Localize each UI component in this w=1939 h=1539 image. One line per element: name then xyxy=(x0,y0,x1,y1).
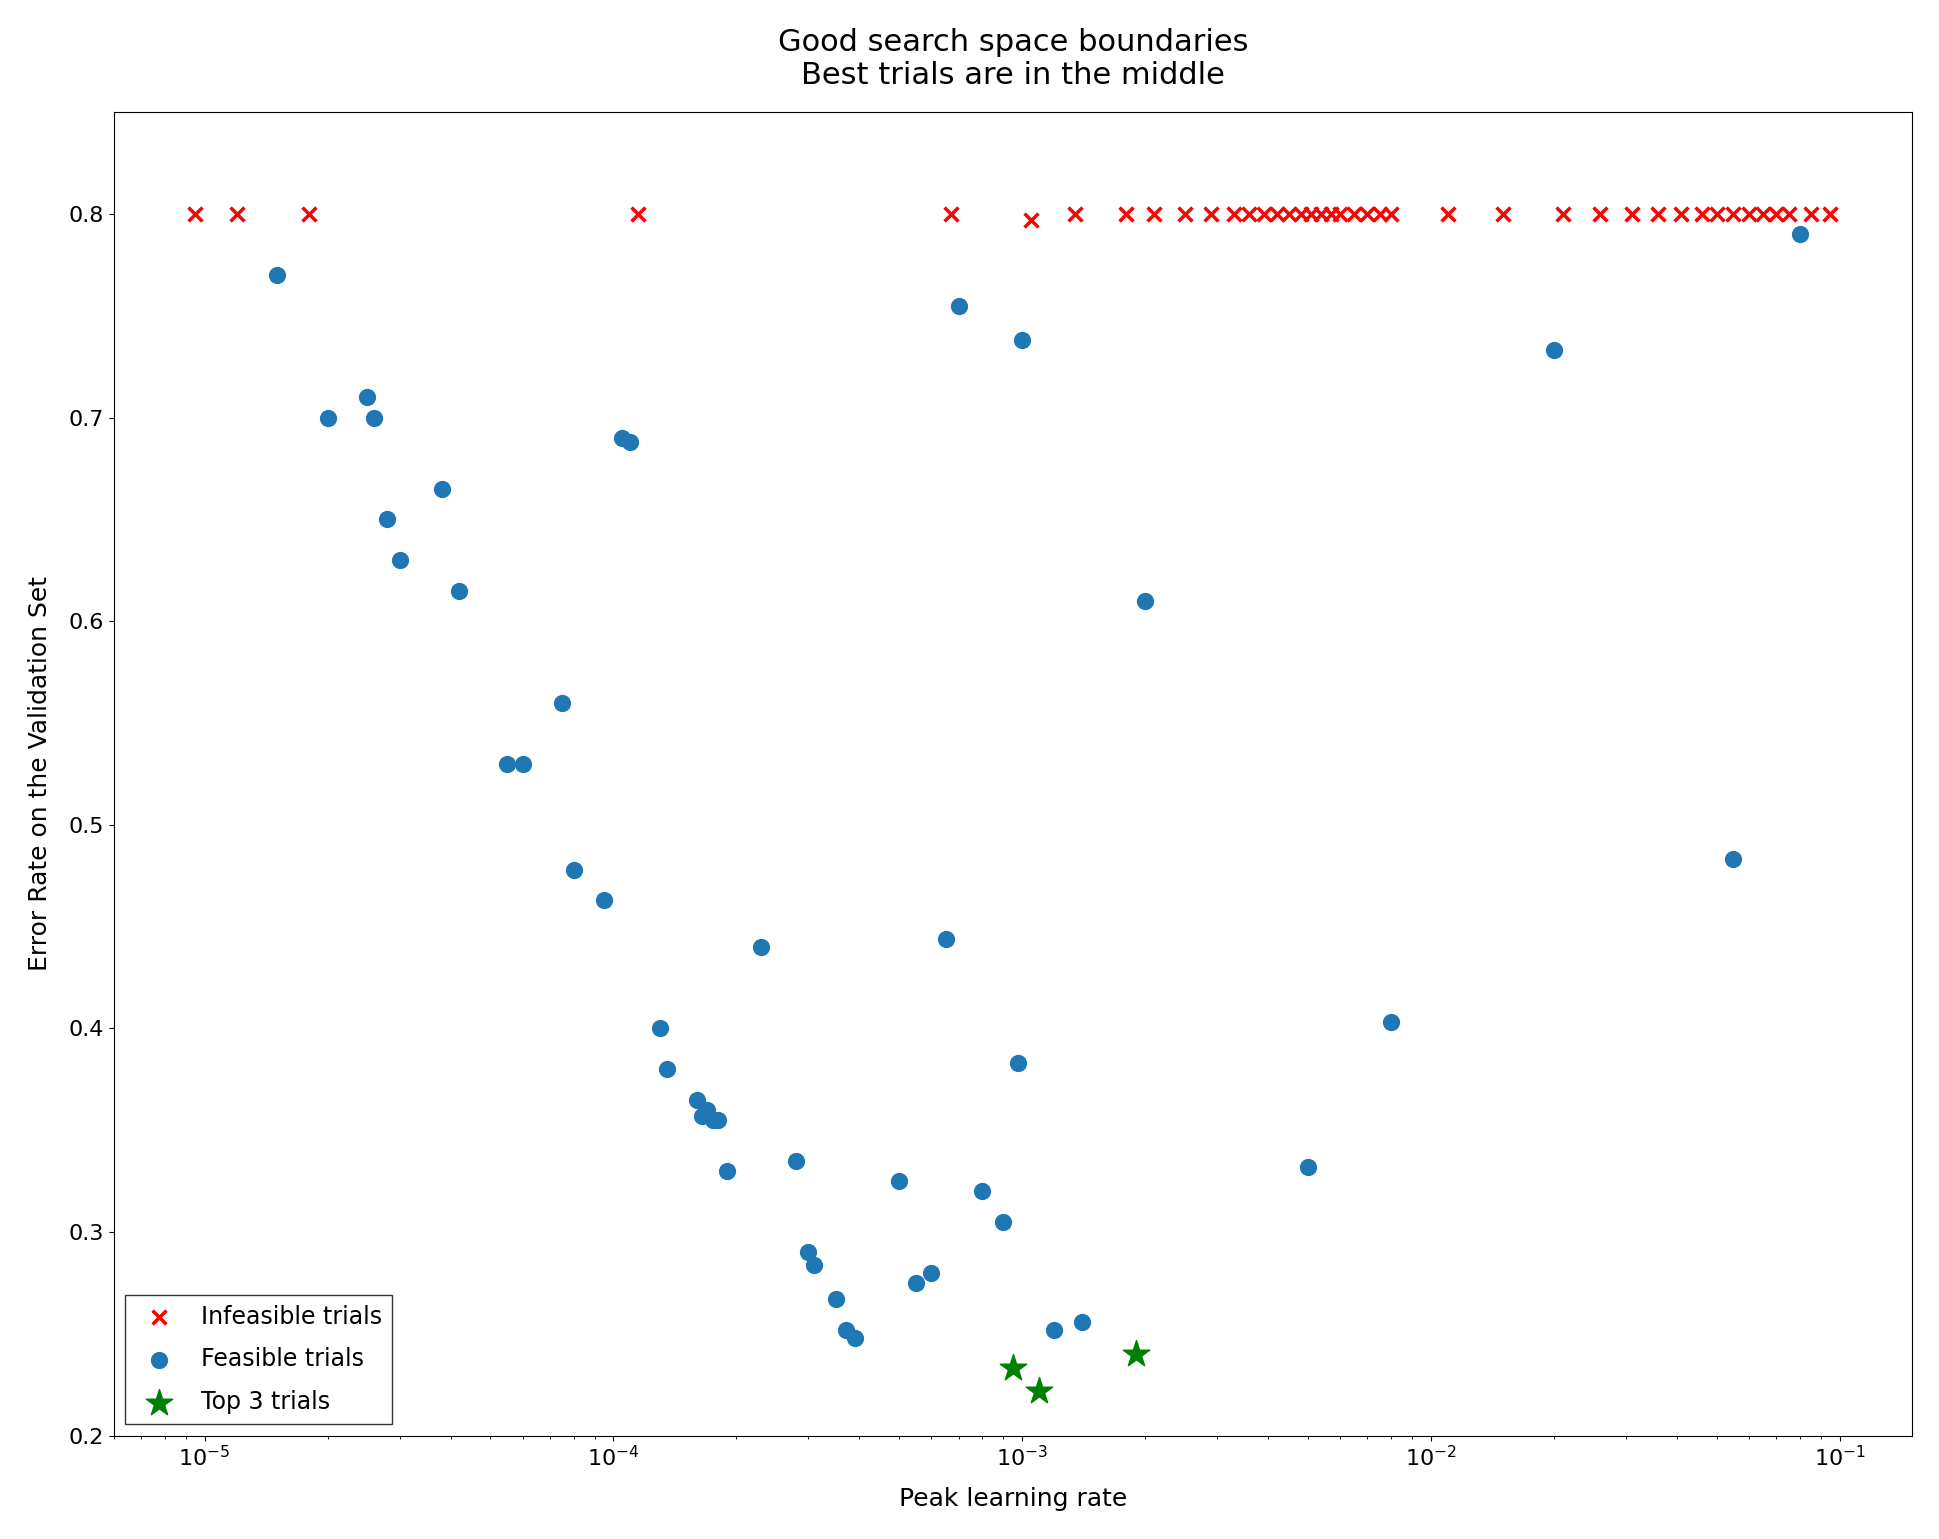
Feasible trials xyxy=(1039,1317,1070,1342)
Infeasible trials xyxy=(1666,202,1697,226)
Feasible trials xyxy=(588,888,619,913)
Infeasible trials xyxy=(1295,202,1326,226)
Feasible trials xyxy=(491,751,522,776)
Feasible trials xyxy=(942,294,973,319)
Infeasible trials xyxy=(1194,202,1225,226)
Infeasible trials xyxy=(1351,202,1383,226)
Top 3 trials xyxy=(997,1356,1028,1380)
Feasible trials xyxy=(692,1097,723,1122)
Feasible trials xyxy=(1128,588,1160,613)
Feasible trials xyxy=(615,429,646,454)
Infeasible trials xyxy=(1315,202,1346,226)
Infeasible trials xyxy=(1815,202,1846,226)
Infeasible trials xyxy=(1138,202,1169,226)
Infeasible trials xyxy=(221,202,252,226)
Infeasible trials xyxy=(1431,202,1462,226)
Feasible trials xyxy=(696,1108,727,1133)
Infeasible trials xyxy=(1794,202,1825,226)
Infeasible trials xyxy=(1701,202,1732,226)
Feasible trials xyxy=(372,506,403,531)
Y-axis label: Error Rate on the Validation Set: Error Rate on the Validation Set xyxy=(27,577,52,971)
Feasible trials xyxy=(779,1148,811,1173)
Infeasible trials xyxy=(1642,202,1673,226)
Feasible trials xyxy=(799,1253,830,1277)
Infeasible trials xyxy=(622,202,653,226)
Feasible trials xyxy=(1066,1310,1097,1334)
Infeasible trials xyxy=(1272,202,1303,226)
Infeasible trials xyxy=(1761,202,1792,226)
Feasible trials xyxy=(702,1108,733,1133)
Feasible trials xyxy=(1375,1010,1406,1034)
Feasible trials xyxy=(840,1325,871,1350)
Top 3 trials xyxy=(1024,1379,1055,1404)
Feasible trials xyxy=(1718,846,1749,871)
Infeasible trials xyxy=(1218,202,1249,226)
Feasible trials xyxy=(444,579,475,603)
Infeasible trials xyxy=(1685,202,1716,226)
Infeasible trials xyxy=(1772,202,1803,226)
Infeasible trials xyxy=(1747,202,1778,226)
Feasible trials xyxy=(359,405,390,429)
Feasible trials xyxy=(915,1260,946,1285)
Infeasible trials xyxy=(1305,202,1336,226)
Feasible trials xyxy=(312,405,343,429)
Feasible trials xyxy=(1006,328,1037,352)
Feasible trials xyxy=(686,1103,717,1128)
Infeasible trials xyxy=(1732,202,1763,226)
Feasible trials xyxy=(607,426,638,451)
Infeasible trials xyxy=(1363,202,1394,226)
Infeasible trials xyxy=(1584,202,1615,226)
Infeasible trials xyxy=(1059,202,1090,226)
Infeasible trials xyxy=(1615,202,1646,226)
Infeasible trials xyxy=(1014,208,1045,232)
Feasible trials xyxy=(644,1016,675,1040)
Feasible trials xyxy=(830,1317,861,1342)
Infeasible trials xyxy=(1111,202,1142,226)
Feasible trials xyxy=(793,1240,824,1265)
Infeasible trials xyxy=(1324,202,1355,226)
Infeasible trials xyxy=(1545,202,1576,226)
Feasible trials xyxy=(900,1271,931,1296)
Feasible trials xyxy=(820,1287,851,1311)
Infeasible trials xyxy=(1260,202,1291,226)
Infeasible trials xyxy=(1375,202,1406,226)
Feasible trials xyxy=(1538,339,1569,363)
Top 3 trials xyxy=(1121,1342,1152,1367)
Infeasible trials xyxy=(180,202,211,226)
Feasible trials xyxy=(1291,1154,1322,1179)
Feasible trials xyxy=(427,477,458,502)
Infeasible trials xyxy=(293,202,324,226)
Infeasible trials xyxy=(1169,202,1200,226)
Feasible trials xyxy=(929,926,960,951)
Feasible trials xyxy=(1784,222,1815,246)
Legend: Infeasible trials, Feasible trials, Top 3 trials: Infeasible trials, Feasible trials, Top … xyxy=(126,1296,392,1424)
Feasible trials xyxy=(882,1168,913,1193)
Infeasible trials xyxy=(1718,202,1749,226)
Infeasible trials xyxy=(1487,202,1518,226)
Feasible trials xyxy=(262,263,293,288)
Feasible trials xyxy=(966,1179,997,1203)
Feasible trials xyxy=(1002,1051,1033,1076)
Feasible trials xyxy=(681,1088,712,1113)
Feasible trials xyxy=(745,934,776,959)
Infeasible trials xyxy=(1247,202,1278,226)
Feasible trials xyxy=(558,857,589,882)
Feasible trials xyxy=(987,1210,1018,1234)
Feasible trials xyxy=(652,1057,683,1082)
Feasible trials xyxy=(712,1159,743,1183)
X-axis label: Peak learning rate: Peak learning rate xyxy=(898,1487,1127,1511)
Feasible trials xyxy=(547,691,578,716)
Title: Good search space boundaries
Best trials are in the middle: Good search space boundaries Best trials… xyxy=(778,28,1247,91)
Feasible trials xyxy=(351,385,382,409)
Infeasible trials xyxy=(1284,202,1315,226)
Feasible trials xyxy=(506,751,537,776)
Infeasible trials xyxy=(935,202,966,226)
Feasible trials xyxy=(384,548,415,573)
Infeasible trials xyxy=(1338,202,1369,226)
Infeasible trials xyxy=(1233,202,1264,226)
